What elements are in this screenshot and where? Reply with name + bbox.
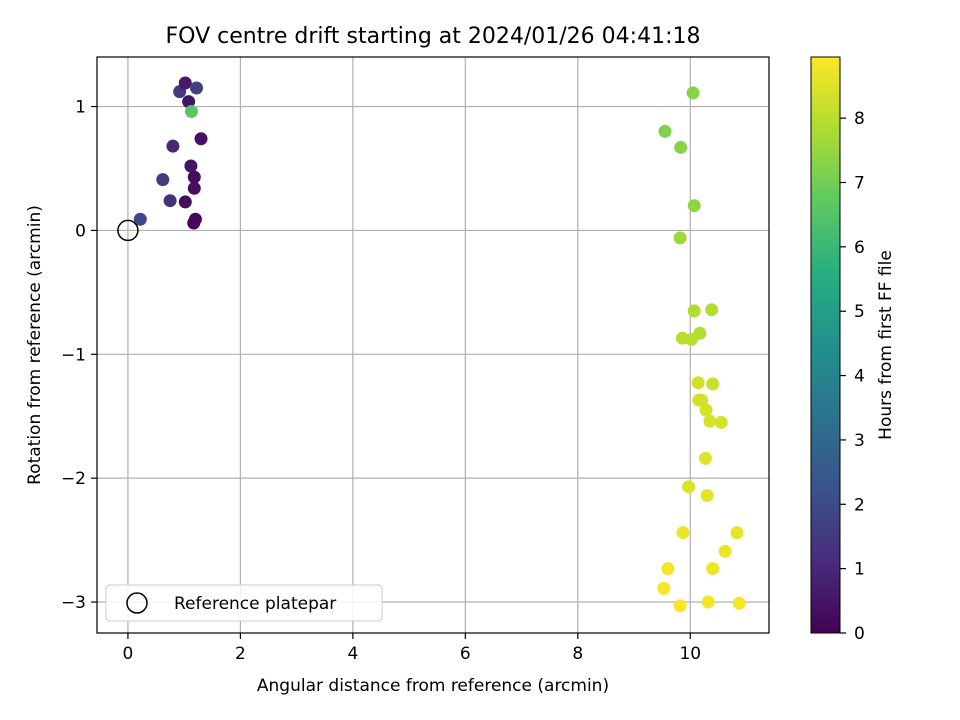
data-point [187,216,201,230]
data-point [682,480,696,494]
y-tick-label: −1 [61,345,86,365]
colorbar-tick-label: 4 [854,367,865,387]
data-point [187,181,201,195]
plot-frame [96,56,770,634]
colorbar-tick-label: 8 [854,109,865,129]
colorbar-tick-label: 0 [854,624,865,644]
data-point [190,81,204,95]
data-point [705,303,719,317]
colorbar-label: Hours from first FF file [876,250,896,440]
data-point [673,231,687,245]
data-point [730,526,744,540]
x-tick-label: 10 [679,644,701,664]
data-point [703,414,717,428]
data-point [178,195,192,209]
x-tick-label: 4 [347,644,358,664]
x-axis-ticks: 0 2 4 6 8 10 [123,633,701,664]
data-point [695,393,709,407]
data-point [676,526,690,540]
x-tick-label: 6 [460,644,471,664]
x-tick-label: 2 [235,644,246,664]
legend-marker [126,592,148,614]
y-tick-label: −2 [61,469,86,489]
colorbar-tick-label: 3 [854,431,865,451]
data-point [691,376,705,390]
data-point [686,86,700,100]
data-point [194,132,208,146]
legend: Reference platepar [105,584,383,622]
data-point [658,124,672,138]
colorbar-tick-label: 1 [854,560,865,580]
data-point [187,170,201,184]
data-point [184,105,198,119]
data-point [699,403,713,417]
y-tick-label: 1 [75,98,86,118]
colorbar-tick-label: 6 [854,238,865,258]
data-point [673,599,687,613]
data-point [133,212,147,226]
data-point [184,159,198,173]
data-point [156,173,170,187]
y-axis-ticks: 1 0 −1 −2 −3 [61,98,97,613]
data-point [674,140,688,154]
x-axis-label: Angular distance from reference (arcmin) [257,676,609,696]
colorbar-tick-label: 5 [854,302,865,322]
data-point [706,562,720,576]
colorbar-tick-label: 7 [854,173,865,193]
data-point [718,544,732,558]
data-point [700,489,714,503]
data-point [178,76,192,90]
data-point [166,139,180,153]
data-point [687,199,701,213]
legend-box [105,584,383,622]
colorbar-ticks: 0 1 2 3 4 5 6 7 8 [840,109,865,644]
x-tick-label: 0 [123,644,134,664]
x-tick-label: 8 [572,644,583,664]
data-point [684,332,698,346]
colorbar-gradient [810,56,841,634]
reference-point-marker [117,219,139,242]
y-tick-label: 0 [75,221,86,241]
chart-title: FOV centre drift starting at 2024/01/26 … [166,24,701,49]
data-point [732,596,746,610]
data-point [182,95,196,109]
y-tick-label: −3 [61,593,86,613]
colorbar-tick-label: 2 [854,495,865,515]
data-point [163,194,177,208]
data-point [687,304,701,318]
y-axis-label: Rotation from reference (arcmin) [25,205,45,485]
data-point [701,595,715,609]
data-point [706,377,720,391]
data-point [698,451,712,465]
colorbar: 0 1 2 3 4 5 6 7 8 Hours from first FF file [810,56,896,644]
data-points [133,76,746,613]
data-point [657,581,671,595]
data-point [714,415,728,429]
legend-label: Reference platepar [174,594,336,614]
data-point [661,562,675,576]
